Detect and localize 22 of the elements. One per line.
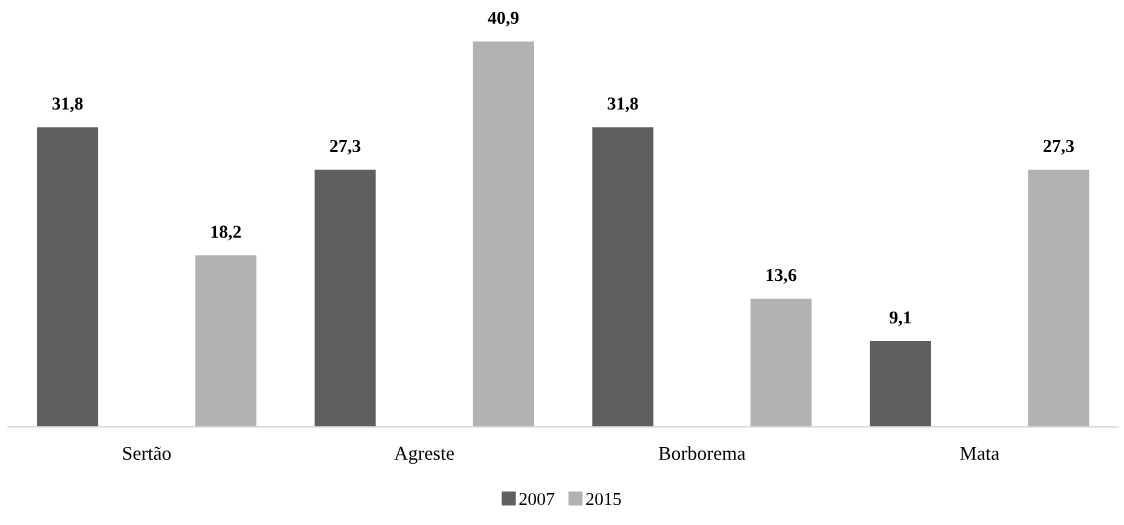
legend-label: 2015 <box>586 492 621 506</box>
x-tick-label: Agreste <box>394 446 454 464</box>
x-tick-label: Sertão <box>123 446 171 460</box>
legend-label: 2007 <box>519 492 555 506</box>
data-label: 31,8 <box>52 97 83 113</box>
bar <box>195 255 257 427</box>
x-tick-label: Borborema <box>658 446 746 460</box>
bar <box>1028 169 1090 427</box>
data-label: 18,2 <box>211 225 241 241</box>
data-label: 13,6 <box>766 269 797 284</box>
bar <box>869 341 931 427</box>
data-label: 27,3 <box>1043 139 1074 155</box>
bar <box>750 298 812 427</box>
x-tick-label: Mata <box>960 447 1000 460</box>
data-label: 9,1 <box>889 311 911 327</box>
bar <box>37 127 99 427</box>
bar <box>472 41 534 427</box>
bar <box>314 169 376 427</box>
data-label: 40,9 <box>487 11 519 27</box>
bar <box>592 127 654 427</box>
data-label: 27,3 <box>330 139 361 155</box>
data-label: 31,8 <box>607 97 639 113</box>
